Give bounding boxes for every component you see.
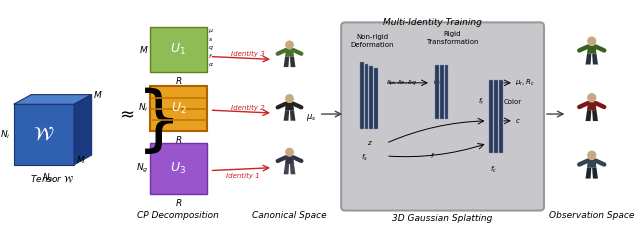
Text: $N_i$: $N_i$ — [0, 128, 11, 141]
Circle shape — [588, 37, 596, 45]
Text: $s$: $s$ — [207, 36, 212, 43]
Polygon shape — [285, 157, 294, 164]
Text: {: { — [118, 83, 164, 152]
Text: CP Decomposition: CP Decomposition — [138, 210, 220, 219]
Bar — [490, 80, 493, 153]
Text: 3D Gaussian Splatting: 3D Gaussian Splatting — [392, 214, 493, 223]
Polygon shape — [74, 95, 92, 165]
Text: $f_s$: $f_s$ — [361, 153, 367, 163]
Text: Rigid
Transformation: Rigid Transformation — [426, 31, 479, 45]
Text: $c$: $c$ — [515, 117, 520, 125]
Polygon shape — [587, 102, 596, 110]
Text: $q$: $q$ — [207, 44, 213, 52]
Text: $f_r$: $f_r$ — [478, 97, 485, 107]
Text: Identity 2: Identity 2 — [231, 105, 265, 111]
Text: $f$: $f$ — [430, 152, 435, 161]
Text: Tensor $\mathcal{W}$: Tensor $\mathcal{W}$ — [30, 173, 75, 184]
Bar — [435, 65, 438, 119]
Bar — [365, 64, 369, 129]
Polygon shape — [13, 104, 74, 165]
Polygon shape — [290, 110, 296, 121]
Circle shape — [286, 148, 293, 156]
Text: $\alpha$: $\alpha$ — [207, 61, 214, 68]
Text: $\mu$: $\mu$ — [207, 27, 213, 35]
Polygon shape — [592, 168, 598, 179]
Polygon shape — [586, 54, 591, 64]
Polygon shape — [285, 49, 294, 57]
Text: $U_3$: $U_3$ — [170, 161, 186, 176]
Bar — [360, 62, 364, 129]
Polygon shape — [592, 54, 598, 64]
Polygon shape — [587, 160, 596, 168]
Polygon shape — [290, 57, 296, 67]
Text: $z$: $z$ — [367, 139, 372, 147]
Polygon shape — [13, 95, 92, 104]
Text: $N_e$: $N_e$ — [42, 172, 54, 184]
Text: $M$: $M$ — [76, 154, 86, 165]
Bar — [369, 66, 373, 129]
Text: Canonical Space: Canonical Space — [252, 210, 327, 219]
Text: $f$: $f$ — [207, 52, 212, 60]
Polygon shape — [290, 164, 296, 174]
Text: Multi-Identity Training: Multi-Identity Training — [383, 18, 483, 27]
Bar — [374, 68, 378, 129]
Bar — [499, 80, 503, 153]
Circle shape — [588, 94, 596, 102]
Polygon shape — [284, 110, 289, 121]
Text: $M$: $M$ — [93, 89, 102, 100]
Text: $U_1$: $U_1$ — [170, 42, 186, 57]
Text: $U_2$: $U_2$ — [170, 101, 186, 116]
Text: Identity 1: Identity 1 — [226, 173, 260, 179]
Circle shape — [588, 151, 596, 159]
Polygon shape — [285, 103, 294, 110]
Polygon shape — [284, 57, 289, 67]
Text: $\delta\mu, \delta s, \delta q$: $\delta\mu, \delta s, \delta q$ — [386, 78, 417, 87]
Text: $f_c$: $f_c$ — [490, 164, 497, 175]
Text: $\mathcal{W}$: $\mathcal{W}$ — [33, 125, 54, 143]
Polygon shape — [592, 110, 598, 121]
Bar — [150, 143, 207, 194]
Text: $M$: $M$ — [139, 44, 148, 55]
Circle shape — [286, 41, 293, 49]
Text: Color: Color — [504, 99, 522, 105]
Bar — [494, 80, 498, 153]
Text: $\mu_a$: $\mu_a$ — [433, 78, 442, 88]
Polygon shape — [284, 164, 289, 174]
Text: Observation Space: Observation Space — [549, 210, 634, 219]
Text: Identity 3: Identity 3 — [231, 51, 265, 58]
Text: $\mu_s$: $\mu_s$ — [306, 112, 316, 123]
Bar — [150, 27, 207, 72]
Text: $R$: $R$ — [175, 134, 182, 145]
Polygon shape — [587, 46, 596, 54]
Polygon shape — [586, 110, 591, 121]
Bar — [445, 65, 449, 119]
Text: $\approx$: $\approx$ — [116, 104, 135, 122]
Bar — [150, 86, 207, 131]
Text: Non-rigid
Deformation: Non-rigid Deformation — [351, 34, 394, 48]
Circle shape — [286, 95, 293, 102]
Text: $\mu_r, R_c$: $\mu_r, R_c$ — [515, 78, 534, 88]
FancyBboxPatch shape — [341, 22, 544, 210]
Text: $N_i$: $N_i$ — [138, 102, 148, 114]
Polygon shape — [586, 168, 591, 179]
Text: $N_g$: $N_g$ — [136, 162, 148, 175]
Bar — [440, 65, 444, 119]
Text: $R$: $R$ — [175, 197, 182, 208]
Text: $R$: $R$ — [175, 75, 182, 86]
